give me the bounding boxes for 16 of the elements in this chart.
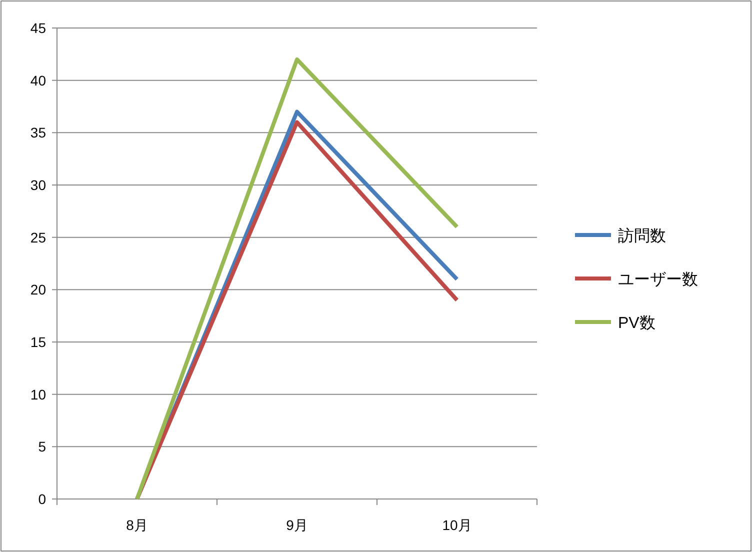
y-tick-label: 45	[30, 20, 46, 36]
y-tick-label: 30	[30, 177, 46, 193]
legend-label: PV数	[618, 315, 656, 332]
legend-label: 訪問数	[618, 227, 666, 245]
legend-label: ユーザー数	[618, 272, 698, 288]
y-tick-label: 20	[30, 282, 46, 298]
y-tick-label: 25	[30, 229, 46, 246]
x-tick-label: 9月	[286, 517, 308, 533]
y-tick-label: 40	[30, 72, 46, 88]
x-tick-label: 10月	[442, 517, 472, 533]
y-tick-label: 0	[38, 491, 46, 507]
y-tick-label: 10	[30, 386, 46, 402]
y-tick-label: 35	[30, 124, 46, 141]
y-tick-label: 15	[30, 334, 46, 350]
y-tick-label: 5	[38, 438, 46, 455]
x-tick-label: 8月	[126, 517, 148, 533]
